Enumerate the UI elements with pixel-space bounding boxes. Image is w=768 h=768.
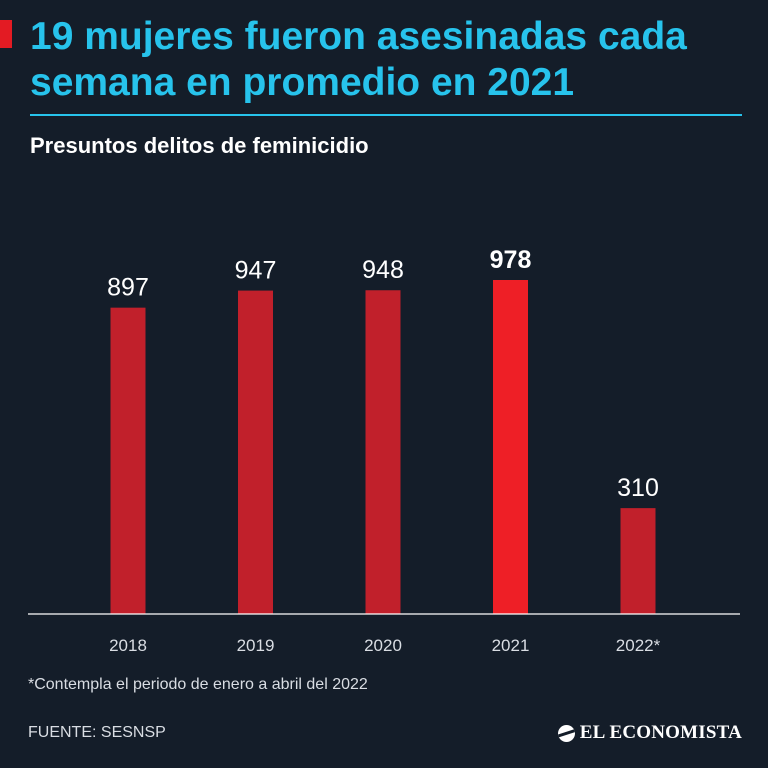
tick-label-2018: 2018: [109, 636, 147, 655]
source-label: FUENTE: SESNSP: [28, 724, 166, 741]
title-divider: [30, 114, 742, 116]
tick-label-2019: 2019: [237, 636, 275, 655]
value-label-2021: 978: [490, 246, 532, 274]
globe-icon: [557, 724, 575, 742]
brand-name: EL ECONOMISTA: [579, 722, 742, 743]
tick-label-2022: 2022*: [616, 636, 661, 655]
tick-label-2021: 2021: [492, 636, 530, 655]
bar-2018: [110, 307, 146, 614]
bar-2022: [620, 508, 656, 614]
page-title: 19 mujeres fueron asesinadas cada semana…: [30, 15, 687, 104]
footnote: *Contempla el periodo de enero a abril d…: [28, 676, 368, 693]
bar-2019: [238, 290, 273, 614]
value-label-2022: 310: [617, 474, 659, 502]
brand-logo: EL ECONOMISTA: [557, 722, 742, 744]
value-label-2020: 948: [362, 256, 404, 284]
title-accent-bar: [0, 20, 12, 48]
value-label-2019: 947: [235, 257, 277, 285]
chart-subtitle: Presuntos delitos de feminicidio: [30, 133, 369, 158]
value-label-2018: 897: [107, 274, 149, 302]
bar-2020: [365, 290, 401, 614]
bar-2021: [493, 280, 528, 614]
tick-label-2020: 2020: [364, 636, 402, 655]
